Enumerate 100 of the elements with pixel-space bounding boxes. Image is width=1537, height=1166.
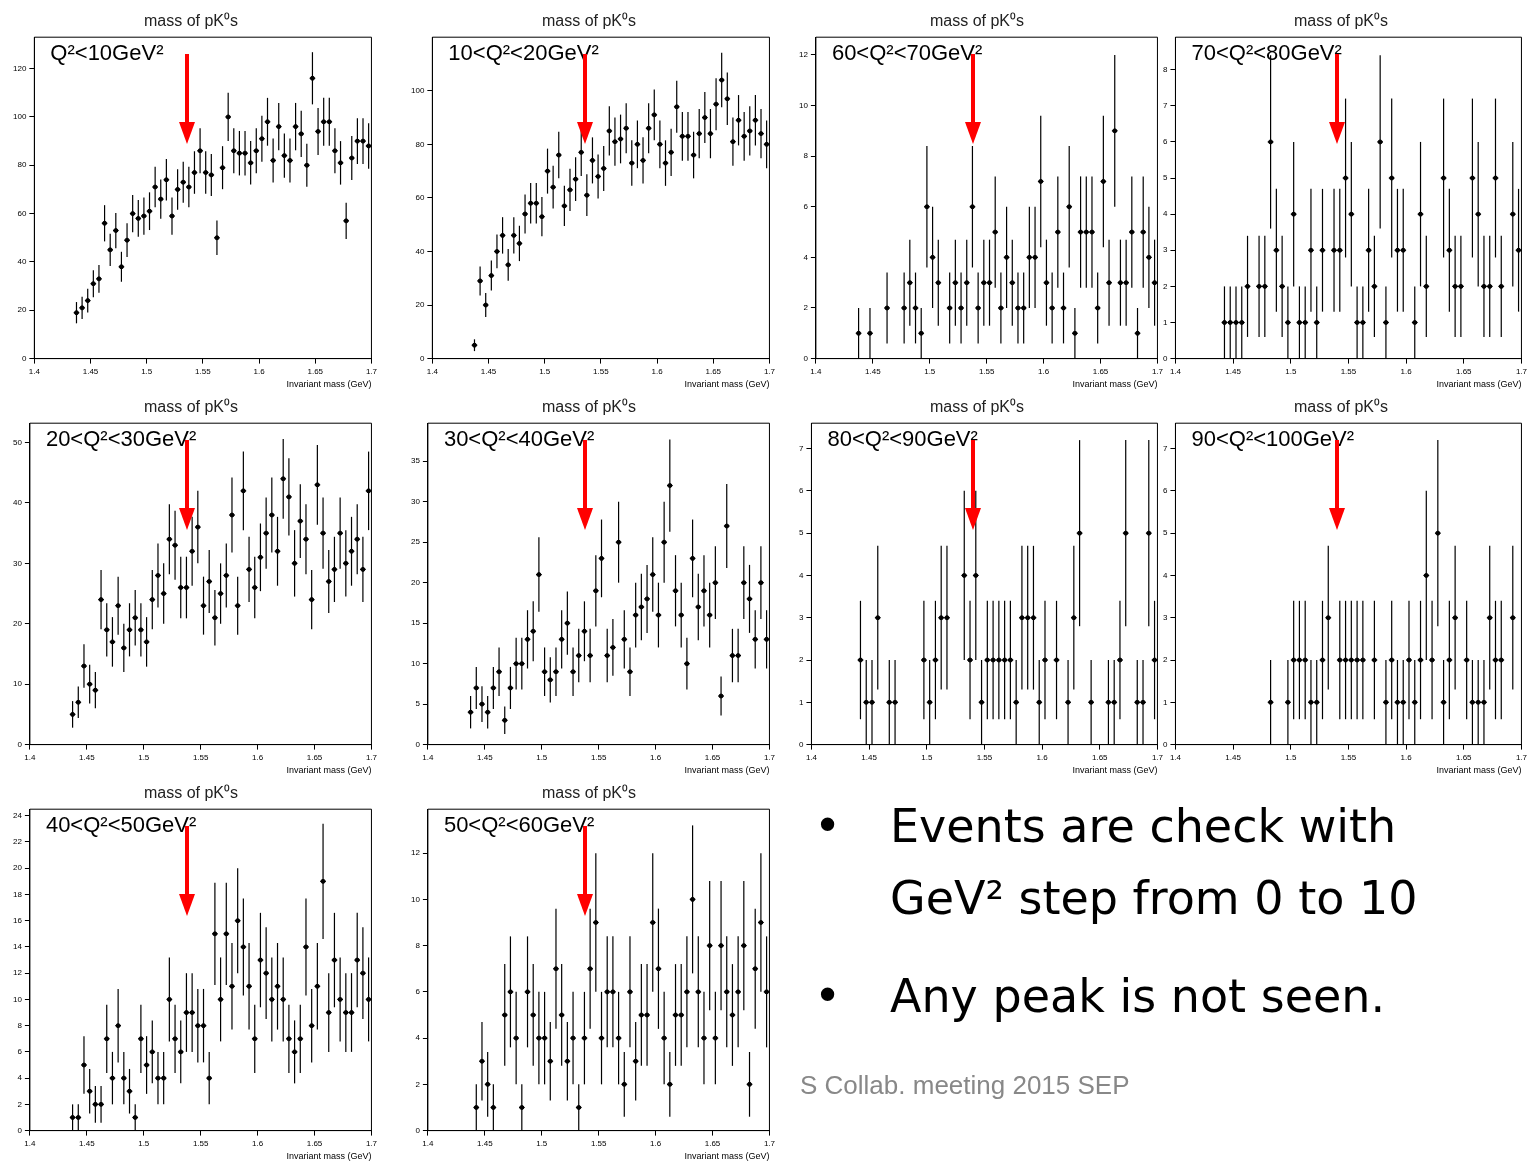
y-tick-label: 20 [410,577,421,587]
y-tick-label: 2 [1163,655,1168,665]
x-tick-label: 1.5 [138,1138,150,1148]
x-tick-label: 1.5 [536,752,548,762]
y-tick-label: 4 [1163,209,1168,219]
x-axis-title: Invariant mass (GeV) [1072,765,1158,776]
y-tick-label: 5 [799,528,804,538]
chart-title: mass of pK⁰s [929,398,1025,416]
x-tick-label: 1.55 [192,752,209,762]
y-tick-label: 7 [799,443,804,453]
x-tick-label: 1.5 [539,366,551,376]
x-tick-label: 1.7 [1151,366,1164,376]
x-tick-label: 1.7 [763,1138,776,1148]
x-tick-label: 1.45 [477,1138,494,1148]
x-tick-label: 1.65 [1455,752,1473,762]
annotation: 30<Q²<40GeV² [443,426,595,452]
y-tick-label: 3 [1163,245,1168,255]
annotation: 70<Q²<80GeV² [1191,40,1342,66]
x-tick-label: 1.5 [1285,752,1297,762]
chart-title: mass of pK⁰s [1293,398,1389,416]
x-tick-label: 1.45 [1225,366,1242,376]
x-tick-label: 1.6 [252,1138,264,1148]
y-tick-label: 100 [410,85,425,95]
annotation: 50<Q²<60GeV² [443,812,595,838]
x-tick-label: 1.7 [763,752,776,762]
y-tick-label: 10 [12,994,23,1004]
x-tick-label: 1.65 [704,752,721,762]
y-tick-label: 20 [12,863,23,873]
x-tick-label: 1.65 [1092,366,1109,376]
x-axis-title: Invariant mass (GeV) [1072,379,1158,390]
x-tick-label: 1.7 [1515,752,1528,762]
x-axis-title: Invariant mass (GeV) [286,379,372,390]
x-tick-label: 1.65 [1455,366,1473,376]
y-tick-label: 35 [410,456,421,466]
x-tick-label: 1.55 [1340,752,1357,762]
y-tick-label: 0 [17,1125,23,1135]
text: • [814,968,842,1025]
x-tick-label: 1.6 [1036,752,1049,762]
y-tick-label: 5 [1163,528,1168,538]
y-tick-label: 20 [17,305,27,315]
y-tick-label: 18 [12,889,23,899]
x-tick-label: 1.5 [921,752,933,762]
annotation: 80<Q²<90GeV² [827,426,978,452]
y-tick-label: 6 [803,201,809,211]
y-tick-label: 4 [415,1033,421,1043]
y-tick-label: 4 [803,252,809,262]
x-tick-label: 1.65 [705,366,722,376]
x-tick-label: 1.55 [978,366,995,376]
x-tick-label: 1.4 [24,1138,37,1148]
chart-title: mass of pK⁰s [143,398,239,416]
y-tick-label: 0 [21,353,27,363]
y-tick-label: 60 [415,193,425,203]
x-tick-label: 1.45 [480,366,497,376]
x-tick-label: 1.4 [1169,752,1182,762]
x-tick-label: 1.7 [1151,752,1164,762]
y-tick-label: 25 [410,537,421,547]
text: • [814,798,842,855]
y-tick-label: 8 [17,1020,23,1030]
x-tick-label: 1.55 [195,366,212,376]
x-tick-label: 1.55 [192,1138,209,1148]
x-tick-label: 1.4 [426,366,439,376]
y-tick-label: 10 [410,658,421,668]
chart-title: mass of pK⁰s [541,398,637,416]
y-tick-label: 0 [803,353,809,363]
y-tick-label: 6 [1163,486,1168,496]
y-tick-label: 6 [799,486,804,496]
x-tick-label: 1.5 [138,752,150,762]
text: Events are check with [890,799,1397,853]
y-tick-label: 5 [1163,173,1168,183]
x-axis-title: Invariant mass (GeV) [1436,765,1522,776]
x-tick-label: 1.4 [422,752,435,762]
y-tick-label: 1 [1163,317,1168,327]
y-tick-label: 3 [799,612,804,622]
x-tick-label: 1.7 [365,752,378,762]
x-tick-label: 1.4 [810,366,823,376]
x-tick-label: 1.55 [590,752,607,762]
x-tick-label: 1.65 [306,752,323,762]
x-tick-label: 1.7 [1515,366,1528,376]
y-tick-label: 2 [17,1099,23,1109]
y-tick-label: 15 [410,618,421,628]
y-tick-label: 0 [17,739,23,749]
y-tick-label: 8 [415,940,421,950]
y-tick-label: 12 [12,968,23,978]
y-tick-label: 80 [17,160,27,170]
y-tick-label: 2 [415,1079,421,1089]
x-tick-label: 1.45 [79,1138,96,1148]
x-tick-label: 1.55 [1340,366,1357,376]
y-tick-label: 50 [12,437,23,447]
y-tick-label: 40 [12,498,23,508]
x-tick-label: 1.65 [306,1138,323,1148]
x-axis-title: Invariant mass (GeV) [1436,379,1522,390]
x-tick-label: 1.5 [1285,366,1297,376]
y-tick-label: 14 [12,942,23,952]
y-tick-label: 2 [1163,281,1168,291]
y-tick-label: 20 [12,618,23,628]
y-tick-label: 10 [12,679,23,689]
y-tick-label: 3 [1163,612,1168,622]
y-tick-label: 100 [12,112,27,122]
y-tick-label: 60 [17,208,27,218]
x-tick-label: 1.6 [253,366,266,376]
